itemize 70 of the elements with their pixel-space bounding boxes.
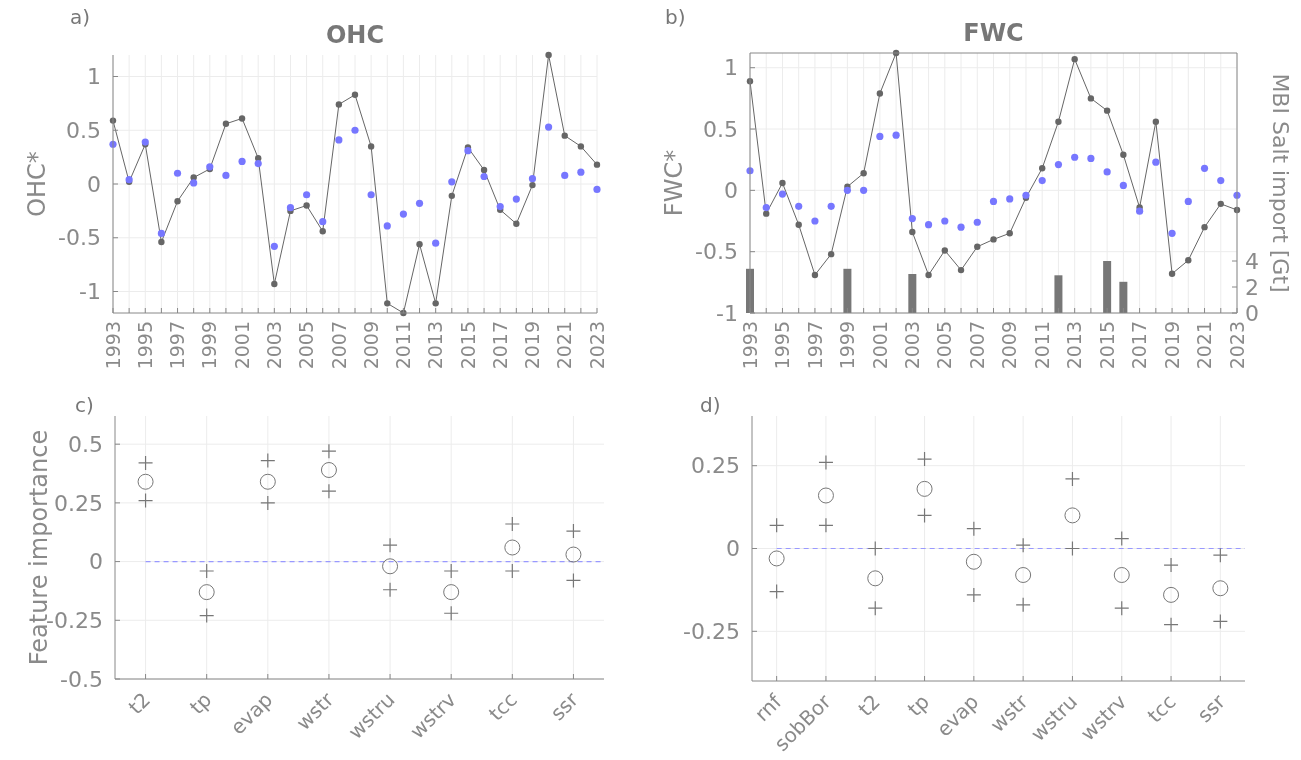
y-tick-label: 0: [726, 536, 740, 562]
x-tick-label: 1993: [101, 321, 124, 370]
y-tick-label: -0.5: [695, 239, 738, 265]
y-tick-label: 0.5: [68, 431, 103, 457]
x-tick-label: 1999: [836, 321, 859, 370]
y-tick-label: -1: [716, 300, 738, 326]
x-tick-label: 2013: [1063, 321, 1086, 370]
x-tick-label: 2011: [392, 321, 415, 370]
y-tick-label: 0.5: [66, 117, 101, 143]
text: c): [75, 393, 94, 417]
y-tick-label: 0.25: [691, 453, 740, 479]
x-tick-label: 1997: [166, 321, 189, 370]
x-tick-label: ssr: [545, 687, 584, 726]
y2-axis-title: MBI Salt import [Gt]: [1268, 73, 1294, 293]
y-tick-label: 1: [87, 64, 101, 90]
text: a): [70, 5, 91, 29]
text: d): [700, 393, 721, 417]
x-tick-label: 1997: [803, 321, 826, 370]
chart-title: OHC: [325, 21, 385, 49]
y-tick-label: -0.5: [60, 666, 103, 692]
x-tick-label: t2: [853, 689, 885, 722]
x-tick-label: 2003: [262, 321, 285, 370]
chart-title: FWC: [963, 19, 1024, 47]
x-tick-label: 2017: [488, 321, 511, 370]
x-tick-label: 2017: [1128, 321, 1151, 370]
x-tick-label: 2015: [1095, 321, 1118, 370]
x-tick-label: 2005: [933, 321, 956, 370]
x-tick-label: 2005: [295, 321, 318, 370]
y-tick-label: 0: [724, 178, 738, 204]
y2-tick-label: 0: [1245, 300, 1259, 326]
y-tick-label: -1: [79, 279, 101, 305]
x-tick-label: 2021: [553, 321, 576, 370]
x-tick-label: tcc: [483, 687, 522, 726]
x-tick-label: 2023: [585, 321, 608, 370]
x-tick-label: t2: [123, 687, 156, 720]
x-tick-label: tp: [902, 689, 935, 722]
x-tick-label: 2009: [359, 321, 382, 370]
y-tick-label: 1: [724, 55, 738, 81]
y-tick-label: -0.25: [683, 619, 740, 645]
x-tick-label: 2003: [900, 321, 923, 370]
y-axis-title: OHC*: [23, 151, 51, 217]
x-tick-label: 2009: [998, 321, 1021, 370]
y-tick-label: 0.25: [54, 490, 103, 516]
x-tick-label: 1993: [738, 321, 761, 370]
x-tick-label: tcc: [1142, 689, 1181, 728]
y2-tick-label: 2: [1245, 274, 1259, 300]
x-tick-label: 2019: [521, 321, 544, 370]
x-tick-label: 2001: [230, 321, 253, 370]
y-tick-label: 0: [87, 171, 101, 197]
y-tick-label: -0.25: [46, 607, 103, 633]
x-tick-label: 2023: [1225, 321, 1248, 370]
y-tick-label: 0: [89, 549, 103, 575]
x-tick-label: ssr: [1192, 689, 1231, 728]
x-tick-label: 1995: [133, 321, 156, 370]
y-tick-label: -0.5: [58, 225, 101, 251]
x-tick-label: 2013: [424, 321, 447, 370]
x-tick-label: 2015: [456, 321, 479, 370]
y-axis-title: FWC*: [660, 149, 688, 217]
x-tick-label: 2007: [327, 321, 350, 370]
y-tick-label: 0.5: [703, 116, 738, 142]
x-tick-label: 2001: [868, 321, 891, 370]
x-tick-label: 1995: [771, 321, 794, 370]
y2-tick-label: 4: [1245, 248, 1259, 274]
x-tick-label: tp: [184, 687, 217, 720]
x-tick-label: 2021: [1193, 321, 1216, 370]
x-tick-label: 2019: [1160, 321, 1183, 370]
x-tick-label: 2011: [1030, 321, 1053, 370]
x-tick-label: 2007: [965, 321, 988, 370]
text: b): [665, 5, 686, 29]
x-tick-label: 1999: [198, 321, 221, 370]
